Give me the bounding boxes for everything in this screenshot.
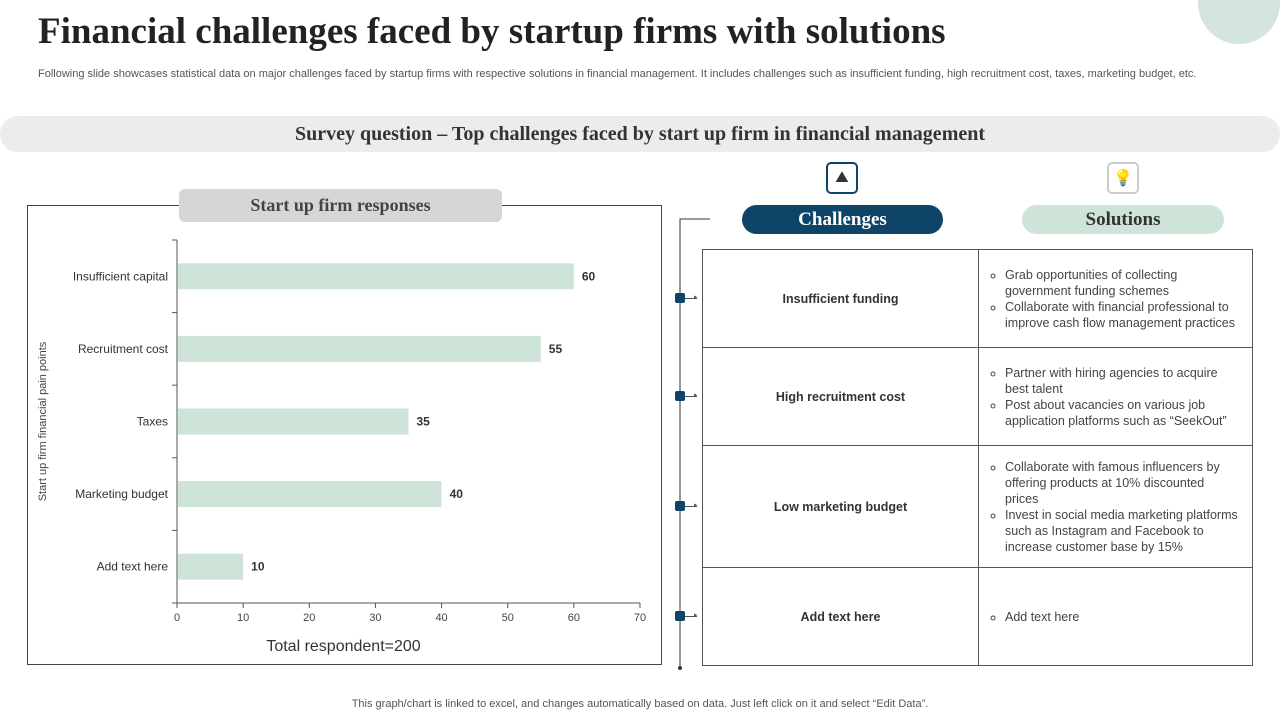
data-label: 10 — [251, 560, 265, 574]
row-marker-arrow: ▸ — [675, 293, 703, 303]
chart-header: Start up firm responses — [179, 189, 502, 222]
x-tick-label: 40 — [435, 612, 447, 624]
person-lightbulb-icon: 💡 — [1107, 162, 1139, 194]
x-tick-label: 0 — [174, 612, 180, 624]
category-label: Taxes — [137, 415, 168, 429]
category-label: Add text here — [97, 560, 169, 574]
challenge-cell: Insufficient funding — [702, 249, 979, 348]
table-row: High recruitment cost Partner with hiring… — [702, 347, 1253, 446]
row-marker-arrow: ▸ — [675, 391, 703, 401]
category-label: Insufficient capital — [73, 269, 168, 283]
page-title: Financial challenges faced by startup fi… — [38, 11, 946, 52]
data-label: 60 — [582, 269, 596, 283]
category-label: Marketing budget — [75, 487, 168, 501]
bar-chart[interactable]: 0 10 20 30 40 50 60 70 Insufficient capital 60 Rec… — [0, 0, 680, 700]
solution-item: Partner with hiring agencies to acquire … — [1005, 365, 1240, 397]
table-row: Add text here Add text here — [702, 567, 1253, 666]
x-tick-label: 70 — [634, 612, 646, 624]
x-axis-title: Total respondent=200 — [266, 638, 420, 655]
footer-note: This graph/chart is linked to excel, and… — [351, 698, 929, 710]
table-row: Low marketing budget Collaborate with fam… — [702, 445, 1253, 568]
row-marker-arrow: ▸ — [675, 501, 703, 511]
table-row: Insufficient funding Grab opportunities o… — [702, 249, 1253, 348]
solutions-header: Solutions — [1022, 205, 1224, 234]
bar[interactable] — [178, 335, 541, 362]
solution-item: Invest in social media marketing platfor… — [1005, 507, 1240, 555]
survey-question-banner: Survey question – Top challenges faced b… — [0, 116, 1280, 152]
challenges-header: Challenges — [742, 205, 943, 234]
bar[interactable] — [178, 263, 574, 290]
bar[interactable] — [178, 481, 442, 508]
climber-mountain-icon: ⛰ — [826, 162, 858, 194]
x-tick-label: 10 — [237, 612, 249, 624]
data-label: 55 — [549, 342, 563, 356]
solutions-cell: Add text here — [978, 567, 1253, 666]
page-subtitle: Following slide showcases statistical da… — [38, 68, 1197, 80]
solutions-cell: Partner with hiring agencies to acquire … — [978, 347, 1253, 446]
data-label: 35 — [417, 415, 431, 429]
category-label: Recruitment cost — [78, 342, 169, 356]
bar[interactable] — [178, 408, 409, 435]
solution-item: Collaborate with financial professional … — [1005, 299, 1240, 331]
solution-item: Grab opportunities of collecting governm… — [1005, 267, 1240, 299]
connector-lines — [678, 218, 710, 670]
x-tick-label: 30 — [369, 612, 381, 624]
challenge-cell: Add text here — [702, 567, 979, 666]
x-tick-label: 50 — [502, 612, 514, 624]
solutions-cell: Grab opportunities of collecting governm… — [978, 249, 1253, 348]
solution-item: Post about vacancies on various job appl… — [1005, 397, 1240, 429]
decorative-circle — [1198, 0, 1280, 44]
challenges-solutions-table: Insufficient funding Grab opportunities o… — [702, 249, 1253, 666]
solutions-cell: Collaborate with famous influencers by o… — [978, 445, 1253, 568]
row-marker-arrow: ▸ — [675, 611, 703, 621]
x-tick-label: 20 — [303, 612, 315, 624]
challenge-cell: Low marketing budget — [702, 445, 979, 568]
x-tick-label: 60 — [568, 612, 580, 624]
bar[interactable] — [178, 553, 244, 580]
solution-item: Collaborate with famous influencers by o… — [1005, 459, 1240, 507]
challenge-cell: High recruitment cost — [702, 347, 979, 446]
data-label: 40 — [450, 487, 464, 501]
y-axis-title: Start up firm financial pain points — [37, 341, 49, 501]
solution-item: Add text here — [1005, 609, 1240, 625]
